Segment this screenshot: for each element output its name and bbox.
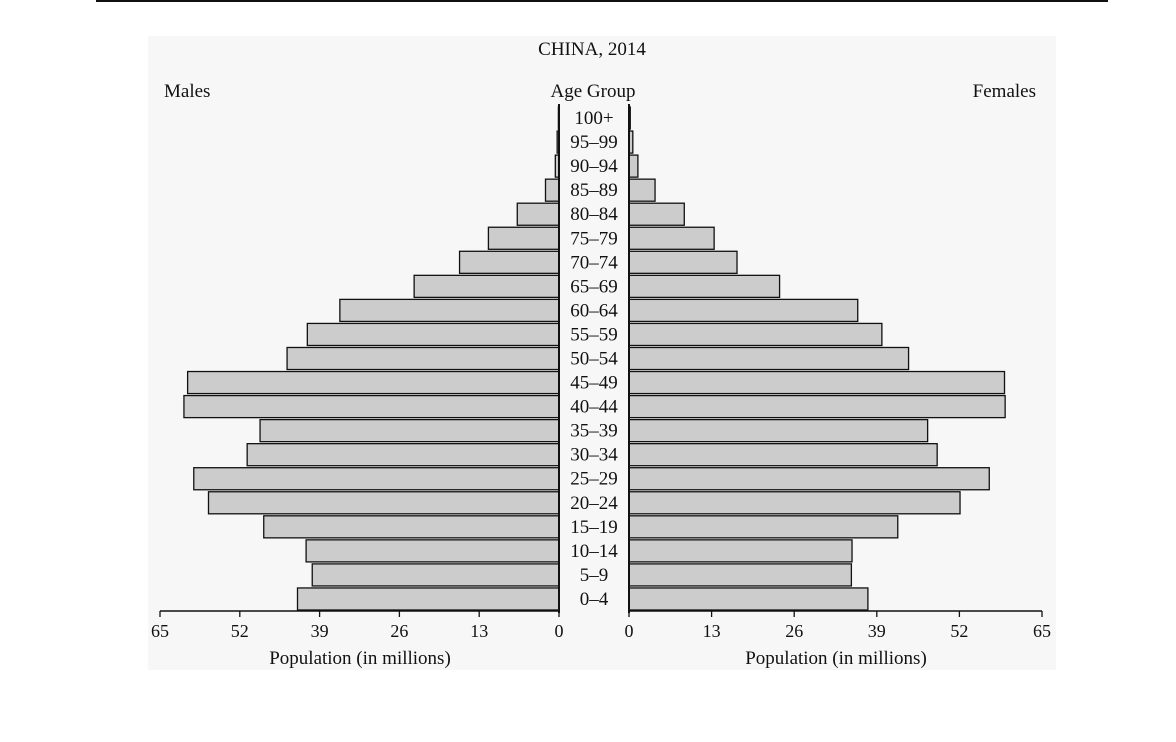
males-label: Males: [164, 81, 210, 102]
male-bar-25-29: [193, 467, 560, 491]
age-label-70-74: 70–74: [570, 252, 618, 273]
female-bar-85-89: [628, 178, 656, 202]
females-tick-label-13: 13: [703, 621, 721, 641]
male-bar-5-9: [311, 563, 560, 587]
females-x-axis-title: Population (in millions): [745, 648, 927, 669]
male-bar-45-49: [186, 370, 560, 395]
female-bar-90-94: [628, 154, 639, 178]
male-bar-55-59: [306, 322, 560, 347]
females-x-axis: 0 13 26 39 52 65: [625, 610, 1051, 641]
age-label-55-59: 55–59: [570, 324, 618, 345]
males-tick-label-65: 65: [151, 621, 169, 641]
male-bar-10-14: [305, 539, 560, 563]
male-bar-50-54: [286, 346, 560, 371]
male-bar-85-89: [544, 178, 560, 202]
female-bar-65-69: [628, 274, 781, 299]
males-tick-label-39: 39: [311, 621, 329, 641]
male-bar-65-69: [413, 274, 560, 299]
male-bar-35-39: [259, 418, 560, 443]
age-label-85-89: 85–89: [570, 180, 618, 201]
age-group-labels: 100+ 95–99 90–94 85–89 80–84 75–79 70–74 65–69 6…: [570, 108, 618, 610]
males-x-axis: 0 13 26 39 52 65: [151, 610, 564, 641]
female-bar-30-34: [628, 443, 938, 467]
males-tick-label-13: 13: [470, 621, 488, 641]
age-label-15-19: 15–19: [570, 517, 618, 538]
female-bar-45-49: [628, 370, 1006, 395]
female-bar-20-24: [628, 491, 961, 515]
male-bar-0-4: [296, 587, 560, 611]
age-label-10-14: 10–14: [570, 541, 618, 562]
female-bar-75-79: [628, 226, 715, 250]
females-tick-label-0: 0: [625, 621, 634, 641]
age-label-90-94: 90–94: [570, 156, 618, 177]
females-tick-label-26: 26: [785, 621, 803, 641]
female-bar-35-39: [628, 418, 929, 443]
males-x-axis-title: Population (in millions): [269, 648, 451, 669]
females-tick-label-39: 39: [868, 621, 886, 641]
female-bars: [628, 104, 1006, 613]
male-bar-15-19: [263, 515, 560, 539]
female-bar-15-19: [628, 515, 899, 539]
female-bar-55-59: [628, 322, 883, 347]
age-label-0-4: 0–4: [580, 589, 609, 610]
chart-title: CHINA, 2014: [538, 39, 646, 60]
female-bar-25-29: [628, 467, 990, 491]
female-bar-60-64: [628, 298, 859, 323]
male-bar-70-74: [458, 250, 560, 274]
male-bars: [183, 104, 560, 613]
female-bar-5-9: [628, 563, 853, 587]
female-bar-80-84: [628, 202, 685, 226]
age-label-80-84: 80–84: [570, 204, 618, 225]
male-bar-40-44: [183, 394, 560, 419]
age-label-50-54: 50–54: [570, 349, 618, 370]
males-tick-label-52: 52: [231, 621, 249, 641]
age-label-100: 100+: [574, 108, 613, 129]
male-bar-75-79: [487, 226, 560, 250]
age-label-45-49: 45–49: [570, 373, 618, 394]
age-label-35-39: 35–39: [570, 421, 618, 442]
male-bar-30-34: [246, 443, 560, 467]
top-rule: [96, 0, 1108, 2]
age-label-5-9: 5–9: [580, 565, 609, 586]
female-bar-40-44: [628, 394, 1006, 419]
female-bar-0-4: [628, 587, 869, 611]
age-label-75-79: 75–79: [570, 228, 618, 249]
male-bar-20-24: [207, 491, 560, 515]
male-bar-60-64: [339, 298, 560, 323]
females-tick-label-65: 65: [1033, 621, 1051, 641]
female-bar-10-14: [628, 539, 853, 563]
females-label: Females: [973, 81, 1036, 102]
age-label-65-69: 65–69: [570, 276, 618, 297]
male-bar-80-84: [516, 202, 560, 226]
age-label-20-24: 20–24: [570, 493, 618, 514]
age-label-30-34: 30–34: [570, 445, 618, 466]
males-tick-label-0: 0: [555, 621, 564, 641]
females-tick-label-52: 52: [950, 621, 968, 641]
female-bar-50-54: [628, 346, 910, 371]
age-label-40-44: 40–44: [570, 397, 618, 418]
age-label-25-29: 25–29: [570, 469, 618, 490]
female-bar-70-74: [628, 250, 738, 274]
age-group-label: Age Group: [551, 81, 636, 102]
age-label-60-64: 60–64: [570, 300, 618, 321]
males-tick-label-26: 26: [390, 621, 408, 641]
age-label-95-99: 95–99: [570, 132, 618, 153]
